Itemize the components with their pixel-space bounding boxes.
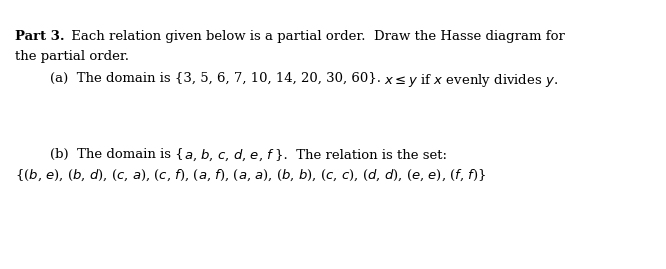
Text: Each relation given below is a partial order.  Draw the Hasse diagram for: Each relation given below is a partial o… (67, 30, 565, 43)
Text: {($b$, $e$), ($b$, $d$), ($c$, $a$), ($c$, $f$), ($a$, $f$), ($a$, $a$), ($b$, $: {($b$, $e$), ($b$, $d$), ($c$, $a$), ($c… (15, 168, 487, 183)
Text: the partial order.: the partial order. (15, 50, 129, 63)
Text: $a$, $b$, $c$, $d$, $e$, $f$: $a$, $b$, $c$, $d$, $e$, $f$ (184, 148, 274, 164)
Text: (b)  The domain is {: (b) The domain is { (50, 148, 184, 161)
Text: (a)  The domain is {3, 5, 6, 7, 10, 14, 20, 30, 60}.: (a) The domain is {3, 5, 6, 7, 10, 14, 2… (50, 72, 381, 85)
Text: $x \leq y$ if $x$ evenly divides $y$.: $x \leq y$ if $x$ evenly divides $y$. (384, 72, 558, 89)
Text: }.  The relation is the set:: }. The relation is the set: (274, 148, 447, 161)
Text: Part 3.: Part 3. (15, 30, 65, 43)
